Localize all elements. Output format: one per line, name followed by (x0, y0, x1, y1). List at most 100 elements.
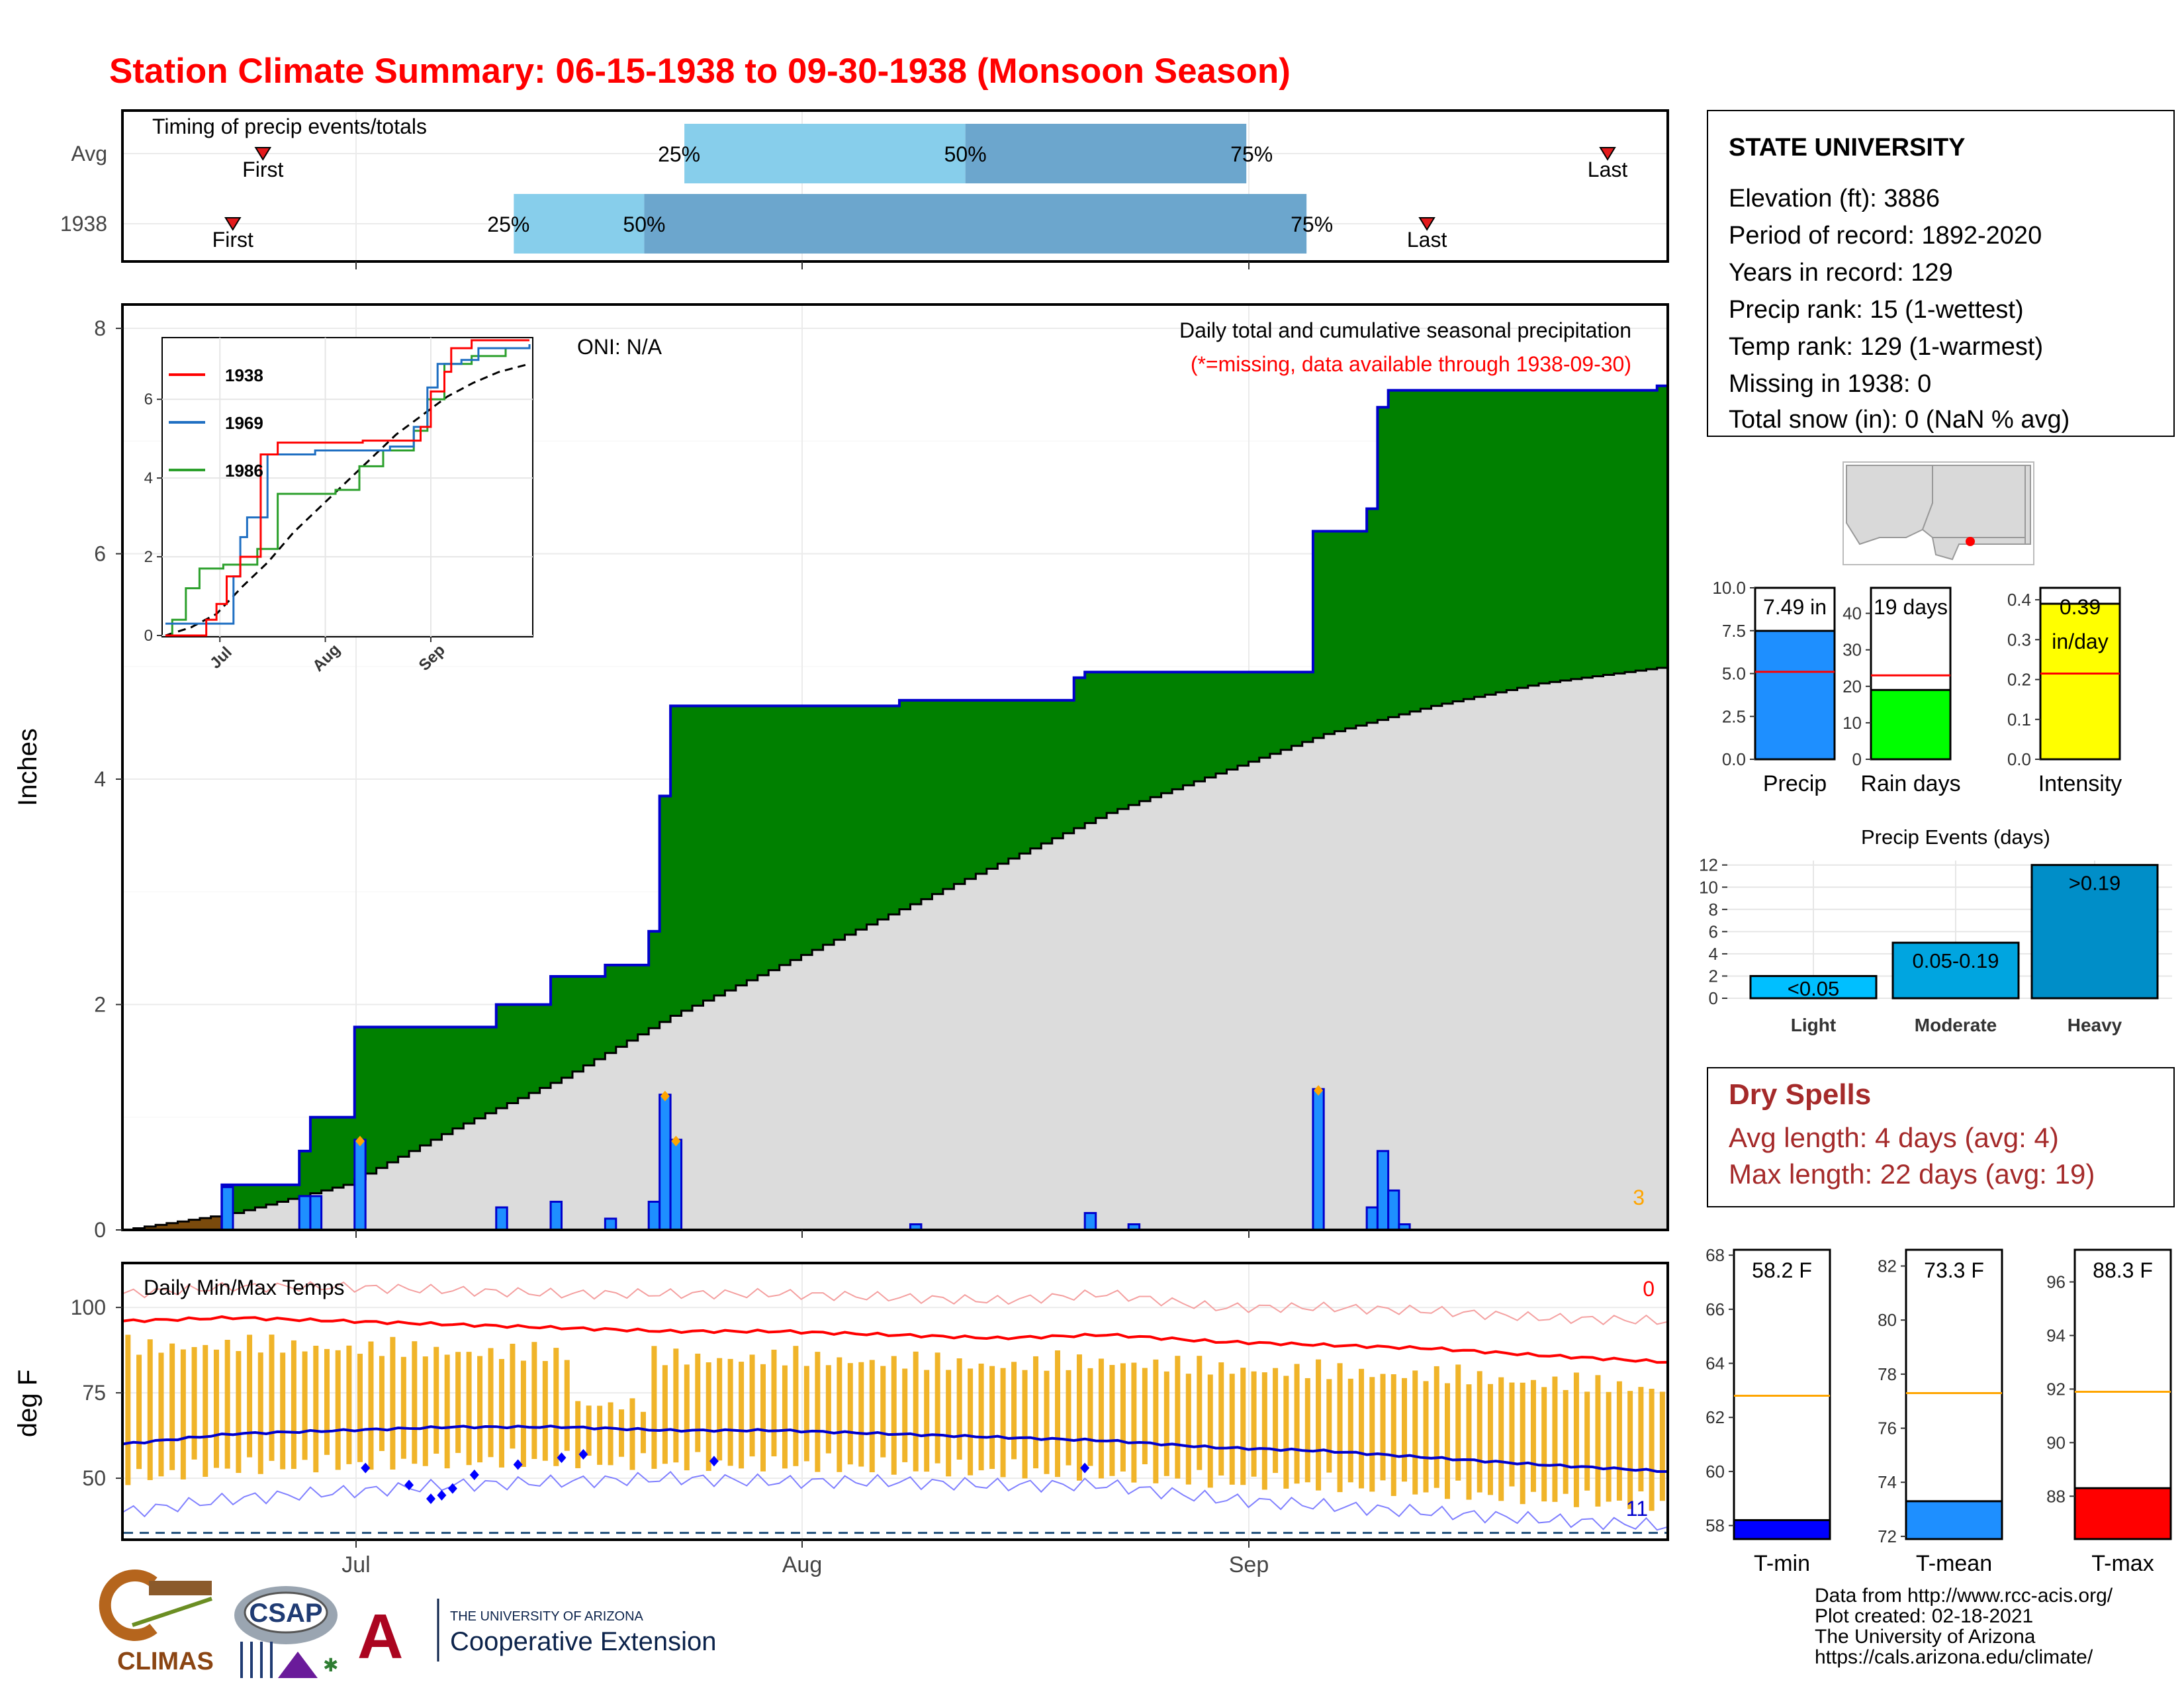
daily-temp-bar (498, 1358, 504, 1468)
timing-bar-q25-q50 (684, 124, 966, 183)
timing-p50-label: 50% (623, 212, 665, 236)
summary-bar-tick-label: 2.5 (1722, 706, 1746, 726)
main-subtitle: Daily total and cumulative seasonal prec… (1179, 318, 1631, 342)
daily-temp-bar (695, 1353, 701, 1452)
daily-precip-bar (1376, 1150, 1390, 1231)
summary-bar-tick-label: 0 (1852, 749, 1862, 769)
station-snow: Total snow (in): 0 (NaN % avg) (1729, 406, 2070, 434)
daily-temp-bar (956, 1358, 962, 1460)
events-bar-label: 0.05-0.19 (1913, 949, 1999, 972)
summary-bar-name: Intensity (2038, 771, 2122, 796)
inset-series-1938 (165, 339, 529, 637)
timing-p75-label: 75% (1230, 142, 1273, 166)
temp-bar-tick-label: 64 (1706, 1354, 1725, 1374)
events-y-tick-label: 6 (1709, 921, 1718, 941)
daily-temp-bar (1087, 1368, 1093, 1466)
dry-spells-max: Max length: 22 days (avg: 19) (1729, 1158, 2095, 1190)
daily-temp-bar (586, 1405, 592, 1456)
temp-bar-tick-label: 60 (1706, 1462, 1725, 1481)
record-low-marker (404, 1479, 414, 1491)
temp-bar-value-label: 73.3 F (1924, 1258, 1984, 1282)
legend-label-1969: 1969 (225, 413, 263, 433)
daily-temp-bar (1316, 1359, 1322, 1491)
daily-precip-bar (669, 1139, 683, 1231)
daily-precip-bar (1083, 1211, 1097, 1231)
temp-bar-tick-label: 96 (2046, 1272, 2066, 1292)
station-name: STATE UNIVERSITY (1729, 134, 1966, 162)
daily-temp-bar (1595, 1375, 1601, 1507)
temp-y-tick-label: 100 (71, 1295, 106, 1319)
daily-temp-bar (1347, 1378, 1353, 1483)
daily-precip-bar (604, 1217, 617, 1231)
daily-temp-bar (1390, 1374, 1396, 1496)
record-marker (1314, 1085, 1324, 1096)
daily-temp-bar (379, 1356, 385, 1451)
daily-temp-bar (1283, 1376, 1289, 1489)
main-y-tick-label: 4 (94, 767, 106, 791)
summary-bar-tick-label: 0.4 (2007, 590, 2031, 610)
daily-temp-bar (191, 1346, 197, 1460)
daily-temp-bar (1477, 1371, 1482, 1493)
daily-temp-bar (553, 1348, 559, 1466)
daily-temp-bar (224, 1340, 230, 1469)
daily-temp-bar (880, 1366, 886, 1458)
daily-temp-bar (488, 1348, 494, 1458)
daily-temp-bar (1530, 1380, 1536, 1492)
daily-temp-bar (346, 1345, 352, 1464)
record-marker (671, 1135, 681, 1147)
daily-temp-bar (1022, 1370, 1028, 1479)
temp-bar-tick-label: 72 (1878, 1526, 1897, 1546)
daily-temp-bar (1638, 1387, 1644, 1491)
csap-star-icon: ✱ (323, 1655, 338, 1675)
daily-temp-bar (858, 1362, 864, 1467)
daily-temp-bar (651, 1346, 657, 1469)
daily-temp-bar (455, 1352, 461, 1453)
daily-temp-bar (357, 1354, 363, 1462)
daily-temp-bar (629, 1398, 635, 1470)
daily-temp-bar (1402, 1378, 1408, 1482)
daily-precip-bar (495, 1206, 508, 1231)
daily-temp-bar (597, 1405, 603, 1465)
timing-row-avg-label: Avg (71, 142, 107, 165)
record-high-line (122, 1281, 1668, 1325)
temp-bar-value-label: 58.2 F (1752, 1258, 1812, 1282)
daily-temp-bar (1098, 1358, 1104, 1479)
record-low-marker (426, 1493, 435, 1505)
summary-bar-value-label: 0.39 (2060, 595, 2101, 619)
timing-bar-q50-q75 (644, 194, 1307, 254)
daily-precip-bar (659, 1094, 672, 1231)
daily-temp-bar (147, 1339, 153, 1480)
summary-bar-tick-label: 10 (1843, 713, 1862, 733)
events-bar-light (1749, 974, 1878, 1000)
daily-temp-bar (247, 1335, 253, 1458)
temp-bar-name: T-max (2091, 1551, 2154, 1576)
daily-temp-bar (1616, 1381, 1622, 1501)
oni-label: ONI: N/A (577, 335, 662, 359)
events-category-label: Heavy (2068, 1015, 2122, 1035)
daily-temp-bar (335, 1350, 341, 1470)
summary-bar-tick-label: 0.3 (2007, 630, 2031, 649)
temp-bar-frame (1733, 1248, 1831, 1540)
daily-temp-bar (1207, 1374, 1213, 1488)
dry-spells-avg: Avg length: 4 days (avg: 4) (1729, 1122, 2059, 1153)
daily-temp-bar (1563, 1389, 1569, 1494)
temp-bar-tick-label: 74 (1878, 1472, 1897, 1492)
credit-plot-date: Plot created: 02-18-2021 (1815, 1605, 2033, 1627)
temp-summary-bars: 58.2 F 58 60 62 64 66 68 T-min 73.3 F 72 74 76 78 80 8… (1706, 1245, 2172, 1576)
daily-temp-bar (1251, 1371, 1257, 1477)
surplus-area (222, 385, 1668, 1215)
daily-temp-bar (1153, 1359, 1159, 1483)
record-low-line (122, 1470, 1668, 1531)
credit-data-source: Data from http://www.rcc-acis.org/ (1815, 1585, 2113, 1607)
summary-bar-value-unit: in/day (2052, 630, 2108, 653)
daily-temp-bar (662, 1365, 668, 1464)
csap-logo-text: CSAP (249, 1599, 322, 1628)
daily-precip-bar (549, 1200, 563, 1231)
daily-temp-bar (1000, 1368, 1006, 1477)
daily-temp-bar (1520, 1382, 1525, 1505)
summary-bar-name: Rain days (1860, 771, 1960, 796)
daily-temp-bar (934, 1352, 940, 1464)
daily-temp-bar (739, 1362, 745, 1469)
legend-label-1938: 1938 (225, 365, 263, 385)
daily-temp-bar (477, 1356, 483, 1463)
